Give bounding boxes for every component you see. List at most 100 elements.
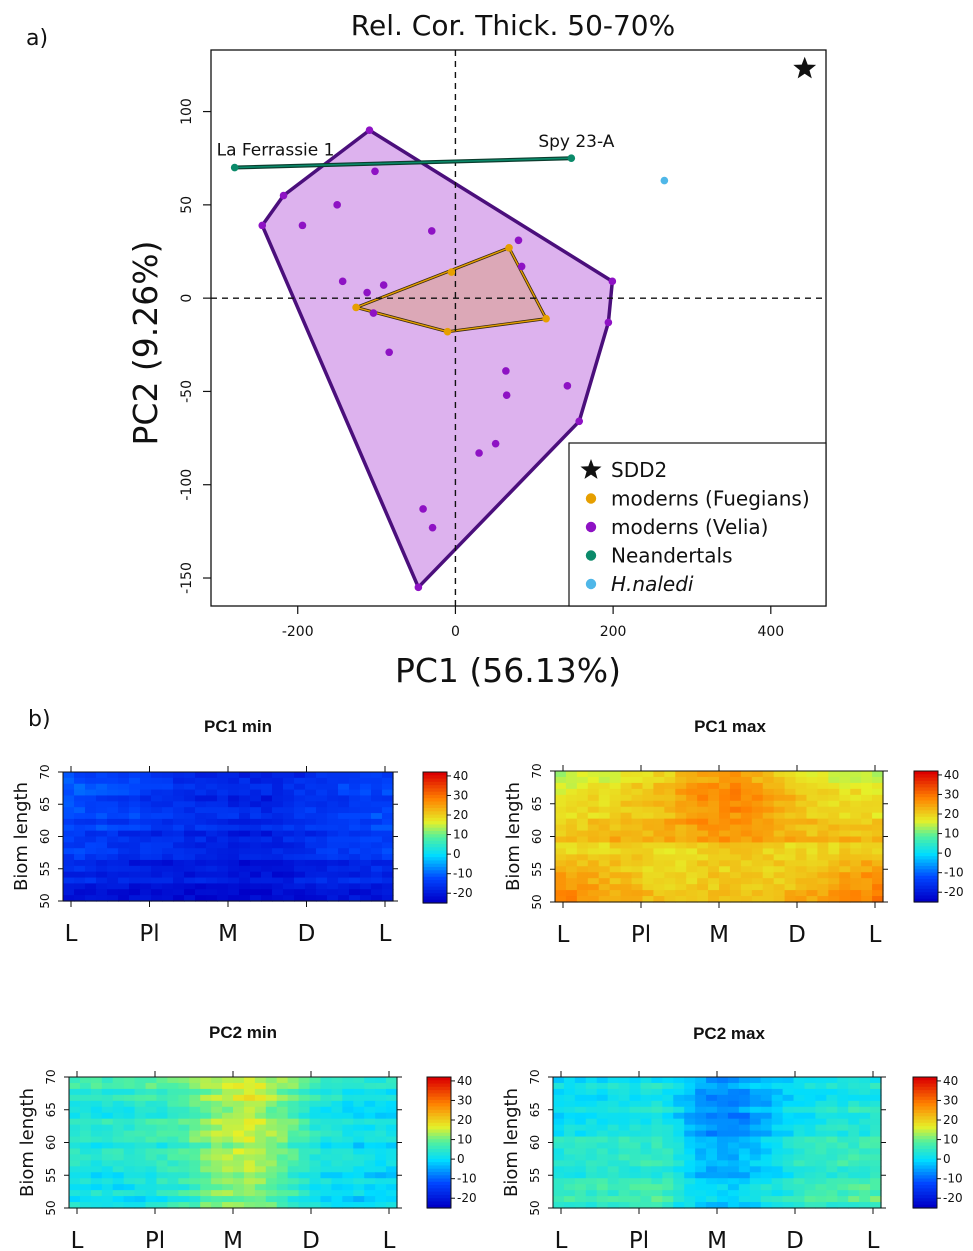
- heatmap-cell: [609, 782, 622, 790]
- heatmap-cell: [151, 854, 163, 861]
- colorbar-segment: [914, 836, 938, 841]
- heatmap-cell: [184, 824, 196, 832]
- heatmap-cell: [607, 1184, 620, 1191]
- heatmap-cell: [167, 1112, 179, 1120]
- heatmap-cell: [555, 842, 567, 849]
- moderns-velia-point: [414, 583, 423, 592]
- colorbar-segment: [427, 1175, 451, 1180]
- heatmap-cell: [151, 842, 163, 849]
- heatmap-cell: [167, 1082, 179, 1090]
- moderns-velia-point: [475, 449, 483, 457]
- heatmap-cell: [156, 1202, 168, 1209]
- heatmap-cell: [620, 848, 633, 855]
- heatmap-cell: [309, 1124, 322, 1132]
- heatmap-cell: [749, 1118, 762, 1126]
- heatmap-cell: [760, 1136, 773, 1144]
- heatmap-cell: [673, 1142, 685, 1150]
- heatmap-cell: [717, 1202, 729, 1209]
- heatmap-cell: [795, 818, 808, 826]
- heatmap-cell: [276, 1118, 289, 1126]
- heatmap-cell: [162, 818, 174, 826]
- heatmap-cell: [609, 854, 622, 861]
- heatmap-cell: [327, 824, 339, 832]
- heatmap-cell: [585, 1196, 598, 1203]
- heatmap-cell: [587, 854, 600, 861]
- heatmap-cell: [574, 1166, 587, 1173]
- heatmap-cell: [96, 895, 108, 902]
- heatmap-cell: [316, 795, 328, 802]
- heatmap-cell: [553, 1077, 565, 1084]
- colorbar-segment: [427, 1126, 451, 1131]
- heatmap-cell: [749, 1130, 762, 1138]
- heatmap-cell: [173, 789, 185, 797]
- heatmap-cell: [664, 884, 676, 891]
- heatmap-cell: [134, 1094, 147, 1102]
- heatmap-cell: [673, 1148, 685, 1155]
- heatmap-y-tick-label: 50: [38, 893, 52, 908]
- y-tick-label: 50: [179, 196, 195, 214]
- heatmap-cell: [261, 848, 273, 855]
- heatmap-cell: [795, 854, 808, 861]
- heatmap-cell: [565, 848, 578, 855]
- heatmap-cell: [587, 890, 600, 897]
- heatmap-cell: [706, 1178, 718, 1185]
- heatmap-cell: [254, 1196, 267, 1203]
- heatmap-cell: [239, 818, 251, 826]
- heatmap-cell: [349, 789, 361, 797]
- heatmap-cell: [773, 788, 786, 796]
- heatmap-cell: [140, 836, 152, 843]
- heatmap-cell: [618, 1202, 631, 1209]
- heatmap-cell: [298, 1178, 311, 1185]
- heatmap-cell: [771, 1166, 784, 1173]
- heatmap-cell: [872, 806, 884, 814]
- heatmap-cell: [254, 1088, 267, 1096]
- heatmap-cell: [740, 866, 753, 873]
- heatmap-cell: [386, 1154, 398, 1161]
- heatmap-cell: [118, 824, 130, 832]
- heatmap-cell: [90, 1136, 103, 1144]
- heatmap-cell: [662, 1184, 674, 1191]
- heatmap-cell: [305, 795, 317, 802]
- heatmap-cell: [555, 884, 567, 891]
- colorbar-segment: [914, 823, 938, 828]
- heatmap-cell: [618, 1082, 631, 1090]
- heatmap-cell: [629, 1148, 642, 1155]
- heatmap-cell: [629, 1112, 642, 1120]
- heatmap-cell: [90, 1106, 103, 1114]
- heatmap-cell: [640, 1112, 652, 1120]
- heatmap-cell: [371, 830, 383, 838]
- heatmap-cell: [107, 883, 119, 890]
- heatmap-cell: [686, 836, 698, 844]
- heatmap-cell: [555, 830, 567, 838]
- heatmap-cell: [211, 1148, 223, 1155]
- heatmap-cell: [360, 789, 372, 797]
- heatmap-cell: [553, 1166, 565, 1173]
- heatmap-cell: [740, 782, 753, 790]
- heatmap-cell: [607, 1088, 620, 1096]
- colorbar-segment: [913, 1188, 937, 1193]
- heatmap-cell: [331, 1094, 343, 1102]
- heatmap-cell: [134, 1088, 147, 1096]
- heatmap-cell: [195, 801, 207, 808]
- heatmap-cell: [316, 865, 328, 873]
- heatmap-cell: [839, 800, 851, 808]
- heatmap-cell: [140, 801, 152, 808]
- heatmap-cell: [771, 1082, 784, 1090]
- heatmap-cell: [662, 1178, 674, 1185]
- heatmap-cell: [327, 801, 339, 808]
- heatmap-cell: [706, 1154, 718, 1161]
- heatmap-cell: [173, 836, 185, 843]
- heatmap-cell: [364, 1088, 376, 1096]
- heatmap-cell: [129, 795, 141, 802]
- heatmap-cell: [173, 871, 185, 879]
- heatmap-cell: [793, 1196, 806, 1203]
- heatmap-cell: [760, 1100, 773, 1108]
- heatmap-cell: [228, 883, 240, 890]
- heatmap-cell: [828, 824, 840, 832]
- heatmap-cell: [782, 1142, 795, 1150]
- heatmap-cell: [195, 865, 207, 873]
- heatmap-cell: [140, 895, 152, 902]
- heatmap-cell: [760, 1190, 773, 1197]
- heatmap-cell: [727, 1142, 740, 1150]
- heatmap-cell: [85, 865, 97, 873]
